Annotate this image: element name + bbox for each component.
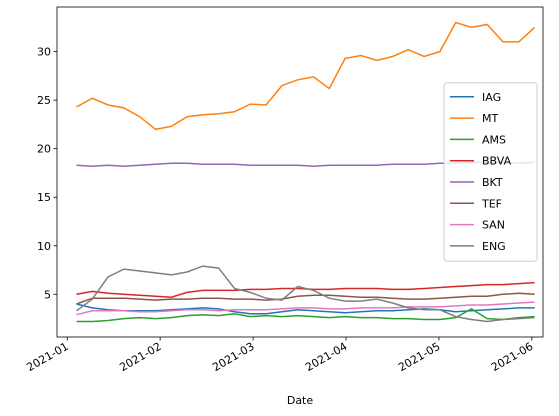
x-tick-label: 2021-02 xyxy=(117,340,163,374)
legend-label: TEF xyxy=(481,197,502,210)
legend-label: BKT xyxy=(482,176,503,189)
y-tick-label: 25 xyxy=(37,94,51,107)
plot-frame xyxy=(56,6,544,338)
x-axis-label: Date xyxy=(287,394,314,407)
legend-box xyxy=(443,82,538,262)
y-tick-label: 10 xyxy=(37,240,51,253)
x-tick-label: 2021-06 xyxy=(489,340,535,374)
legend-label: AMS xyxy=(482,133,506,146)
x-tick-label: 2021-05 xyxy=(396,340,442,374)
series-line xyxy=(76,292,535,305)
y-tick-label: 30 xyxy=(37,46,51,59)
legend-label: IAG xyxy=(482,91,501,104)
y-tick-label: 15 xyxy=(37,191,51,204)
series-line xyxy=(76,301,535,316)
legend-label: BBVA xyxy=(482,155,512,168)
series-line xyxy=(76,308,535,323)
legend-label: SAN xyxy=(482,219,505,232)
x-tick-label: 2021-04 xyxy=(303,340,349,374)
series-line xyxy=(76,21,536,131)
x-tick-label: 2021-03 xyxy=(210,340,256,374)
legend-label: ENG xyxy=(482,240,506,253)
y-tick-label: 5 xyxy=(44,288,51,301)
series-line xyxy=(76,303,535,315)
y-tick-label: 20 xyxy=(37,143,51,156)
legend-label: MT xyxy=(482,112,498,125)
series-line xyxy=(76,265,535,323)
x-tick-label: 2021-01 xyxy=(24,340,70,374)
